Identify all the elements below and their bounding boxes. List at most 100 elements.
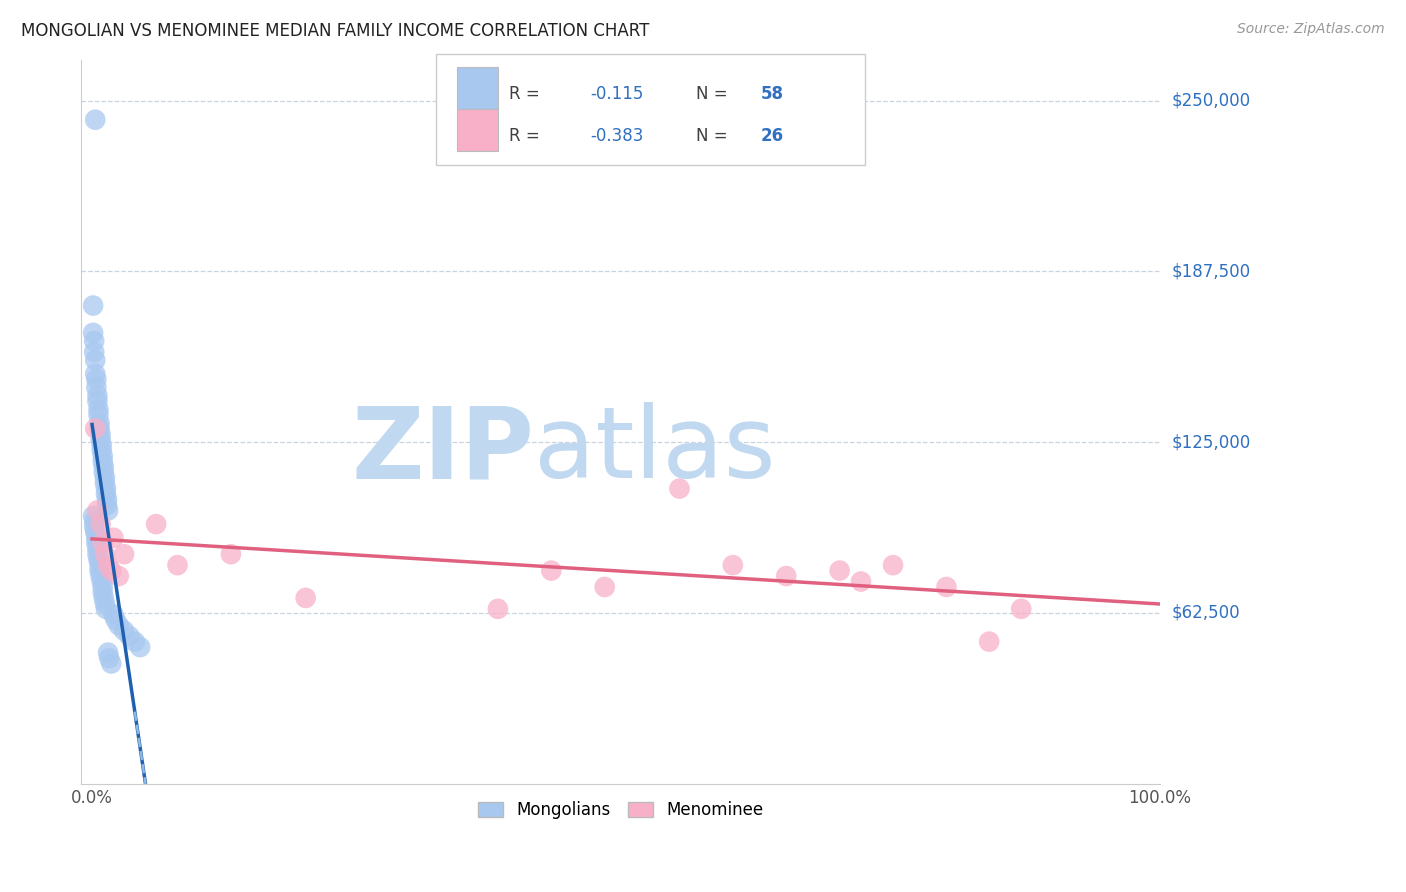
Point (112, 624, 135, 638)
Point (89, 421, 111, 435)
Point (219, 547, 242, 561)
Point (166, 558, 188, 573)
Point (94, 482, 117, 496)
Point (107, 618, 129, 632)
Point (91, 580, 114, 594)
Point (90, 438, 112, 452)
Point (98, 651, 121, 665)
Point (94, 596, 117, 610)
Legend: Mongolians, Menominee: Mongolians, Menominee (471, 795, 769, 826)
Point (90, 574, 112, 589)
Point (86, 389, 108, 403)
Text: MONGOLIAN VS MENOMINEE MEDIAN FAMILY INCOME CORRELATION CHART: MONGOLIAN VS MENOMINEE MEDIAN FAMILY INC… (21, 22, 650, 40)
Point (84, 353, 107, 368)
Point (103, 607, 125, 622)
Point (90, 443, 112, 458)
Text: N =: N = (696, 85, 727, 103)
Point (86, 380, 108, 394)
Point (124, 634, 146, 648)
Point (91, 536, 114, 550)
Point (103, 531, 125, 545)
Point (593, 580, 616, 594)
Point (107, 569, 129, 583)
Point (112, 547, 135, 561)
Text: ZIP: ZIP (352, 402, 534, 500)
Point (1010, 602, 1032, 616)
Point (94, 471, 117, 485)
Point (82, 299, 104, 313)
Point (97, 503, 120, 517)
Point (83, 515, 105, 529)
Point (86, 503, 108, 517)
Point (83, 520, 105, 534)
Point (84, 421, 107, 435)
Point (129, 640, 152, 654)
Text: $62,500: $62,500 (1171, 604, 1240, 622)
Point (91, 585, 114, 599)
Point (94, 547, 117, 561)
Point (82, 326, 104, 340)
Point (721, 558, 744, 573)
Text: -0.115: -0.115 (591, 85, 644, 103)
Point (97, 558, 120, 573)
Point (96, 498, 118, 512)
Point (84, 367, 107, 381)
Point (94, 476, 117, 491)
Text: $187,500: $187,500 (1171, 262, 1250, 280)
Point (90, 569, 112, 583)
Point (104, 613, 127, 627)
Text: $250,000: $250,000 (1171, 92, 1250, 110)
Point (94, 602, 117, 616)
Point (93, 459, 115, 474)
Point (97, 646, 120, 660)
Point (86, 372, 108, 386)
Point (84, 112, 107, 127)
Point (775, 569, 797, 583)
Point (86, 541, 108, 556)
Point (294, 591, 316, 605)
Point (93, 465, 115, 479)
Point (84, 525, 107, 540)
Point (979, 634, 1001, 648)
Point (91, 449, 114, 463)
Point (828, 564, 851, 578)
Point (89, 564, 111, 578)
Point (90, 517, 112, 532)
Point (94, 487, 117, 501)
Point (882, 558, 904, 573)
Point (90, 427, 112, 442)
Point (93, 591, 115, 605)
Point (486, 602, 509, 616)
Point (100, 564, 122, 578)
Point (87, 552, 110, 566)
Point (83, 345, 105, 359)
Point (91, 454, 114, 468)
Point (89, 416, 111, 430)
Point (540, 564, 562, 578)
Point (87, 402, 110, 417)
Point (83, 334, 105, 348)
Point (86, 547, 108, 561)
Text: R =: R = (509, 127, 540, 145)
Text: -0.383: -0.383 (591, 127, 644, 145)
Point (118, 629, 141, 643)
Point (86, 394, 108, 409)
Point (849, 574, 872, 589)
Point (100, 657, 122, 671)
Text: 58: 58 (761, 85, 783, 103)
Point (96, 492, 118, 507)
Point (82, 508, 104, 523)
Point (86, 536, 108, 550)
Text: Source: ZipAtlas.com: Source: ZipAtlas.com (1237, 22, 1385, 37)
Point (90, 433, 112, 447)
Point (668, 482, 690, 496)
Point (89, 558, 111, 573)
Text: 26: 26 (761, 127, 783, 145)
Text: atlas: atlas (534, 402, 776, 500)
Text: $125,000: $125,000 (1171, 434, 1250, 451)
Point (86, 531, 108, 545)
Point (935, 580, 957, 594)
Text: R =: R = (509, 85, 540, 103)
Point (87, 408, 110, 422)
Text: N =: N = (696, 127, 727, 145)
